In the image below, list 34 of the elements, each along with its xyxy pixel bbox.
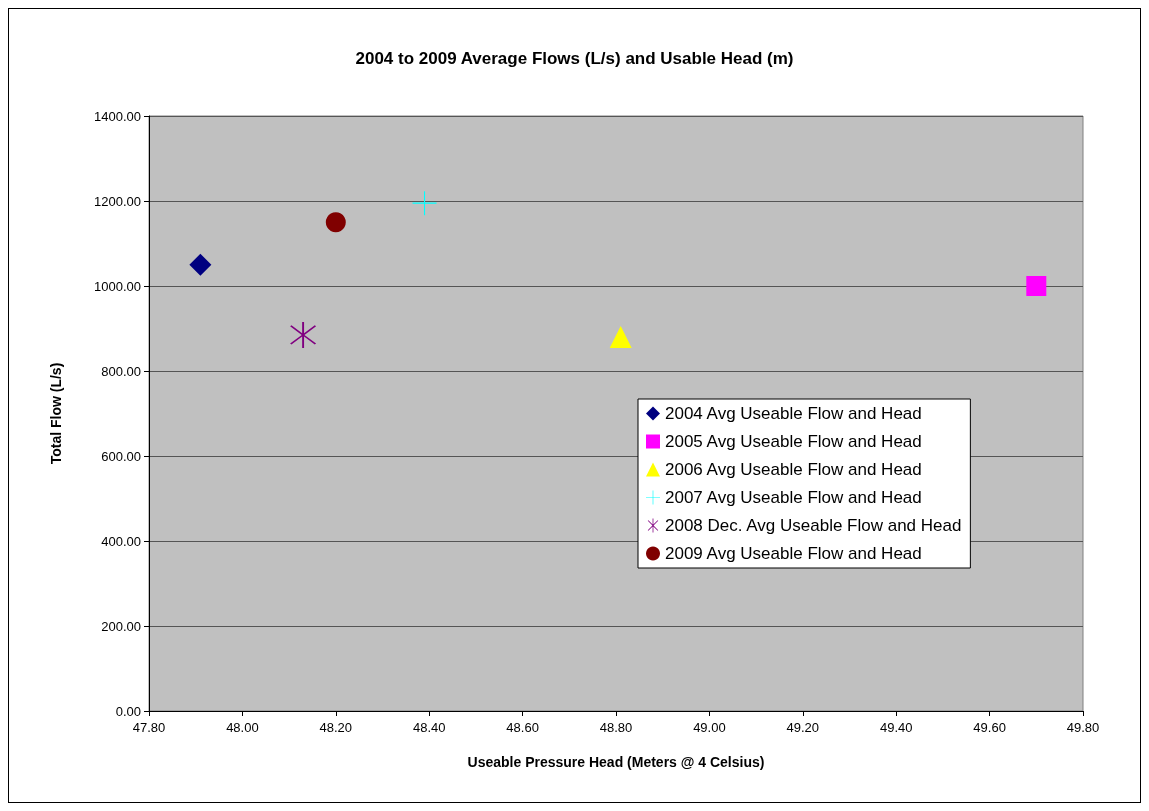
point: [325, 212, 346, 233]
x-tick-label: 48.00: [226, 720, 259, 735]
legend-label: 2007 Avg Useable Flow and Head: [665, 488, 922, 507]
y-tick-label: 800.00: [101, 363, 141, 379]
x-tick-label: 48.40: [412, 720, 446, 735]
y-tick-label: 1400.00: [94, 108, 141, 124]
legend-label: 2005 Avg Useable Flow and Head: [665, 432, 922, 451]
y-tick-label: 1000.00: [94, 278, 141, 294]
point: [412, 191, 437, 216]
y-tick-label: 0.00: [115, 703, 141, 719]
x-tick-label: 48.80: [599, 720, 633, 735]
legend-label: 2006 Avg Useable Flow and Head: [665, 460, 922, 479]
x-tick-label: 48.20: [319, 720, 353, 735]
point: [189, 253, 212, 276]
x-tick-label: 48.60: [506, 720, 539, 735]
y-tick-label: 600.00: [101, 448, 141, 464]
legend-label: 2009 Avg Useable Flow and Head: [665, 544, 922, 563]
x-tick-label: 49.80: [1066, 720, 1100, 735]
chart-title: 2004 to 2009 Average Flows (L/s) and Usable Head (m): [355, 49, 794, 68]
y-tick-label: 1200.00: [94, 193, 141, 209]
point: [290, 321, 317, 348]
y-axis-title: Total Flow (L/s): [48, 362, 64, 465]
legend-label: 2008 Dec. Avg Useable Flow and Head: [665, 516, 962, 535]
y-tick-label: 400.00: [101, 533, 141, 549]
x-tick-label: 49.20: [786, 720, 820, 735]
point: [609, 326, 632, 348]
legend-label: 2004 Avg Useable Flow and Head: [665, 404, 922, 423]
x-tick-label: 49.40: [879, 720, 913, 735]
x-tick-label: 49.60: [973, 720, 1006, 735]
y-tick-label: 200.00: [101, 618, 141, 634]
x-tick-label: 47.80: [132, 720, 166, 735]
x-axis-title: Useable Pressure Head (Meters @ 4 Celsius): [467, 754, 765, 770]
x-tick-label: 49.00: [693, 720, 726, 735]
point: [1026, 276, 1047, 296]
